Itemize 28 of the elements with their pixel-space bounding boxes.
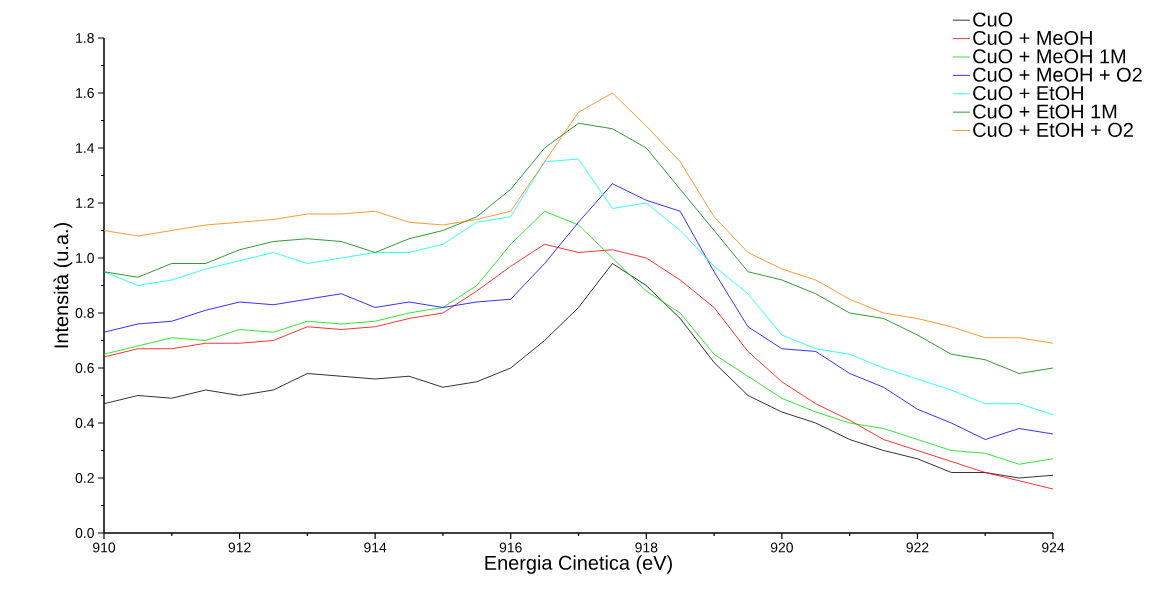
y-tick-label: 1.6: [76, 88, 94, 98]
legend-label: CuO: [973, 12, 1013, 27]
legend-label: CuO + MeOH: [973, 30, 1092, 45]
legend-label: CuO + MeOH 1M: [973, 49, 1125, 64]
x-tick-label: 920: [770, 542, 793, 553]
x-tick-label: 916: [499, 542, 522, 553]
x-axis-title: Energia Cinetica (eV): [485, 555, 672, 574]
y-tick-label: 0.8: [75, 308, 94, 318]
legend-label: CuO + EtOH 1M: [973, 104, 1117, 119]
x-tick-label: 914: [364, 542, 387, 553]
y-tick-label: 0.2: [75, 473, 94, 483]
x-tick-label: 922: [906, 542, 929, 553]
legend-label: CuO + EtOH: [973, 86, 1083, 101]
legend-label: CuO + EtOH + O2: [973, 122, 1133, 137]
y-tick-label: 1.0: [76, 253, 94, 263]
y-tick-label: 0.0: [75, 528, 94, 538]
line-series: [104, 158, 1054, 416]
legend-label: CuO + MeOH + O2: [973, 67, 1142, 82]
y-tick-label: 1.4: [76, 143, 95, 153]
x-tick-label: 924: [1042, 542, 1065, 553]
x-tick-label: 910: [93, 542, 116, 553]
y-tick-label: 1.2: [76, 198, 94, 208]
x-tick-label: 918: [635, 542, 658, 553]
y-tick-label: 0.6: [75, 363, 94, 373]
y-axis-title: Intensità (u.a.): [53, 223, 73, 348]
y-tick-label: 1.8: [76, 33, 94, 43]
y-tick-label: 0.4: [75, 418, 95, 428]
x-tick-label: 912: [228, 542, 251, 553]
